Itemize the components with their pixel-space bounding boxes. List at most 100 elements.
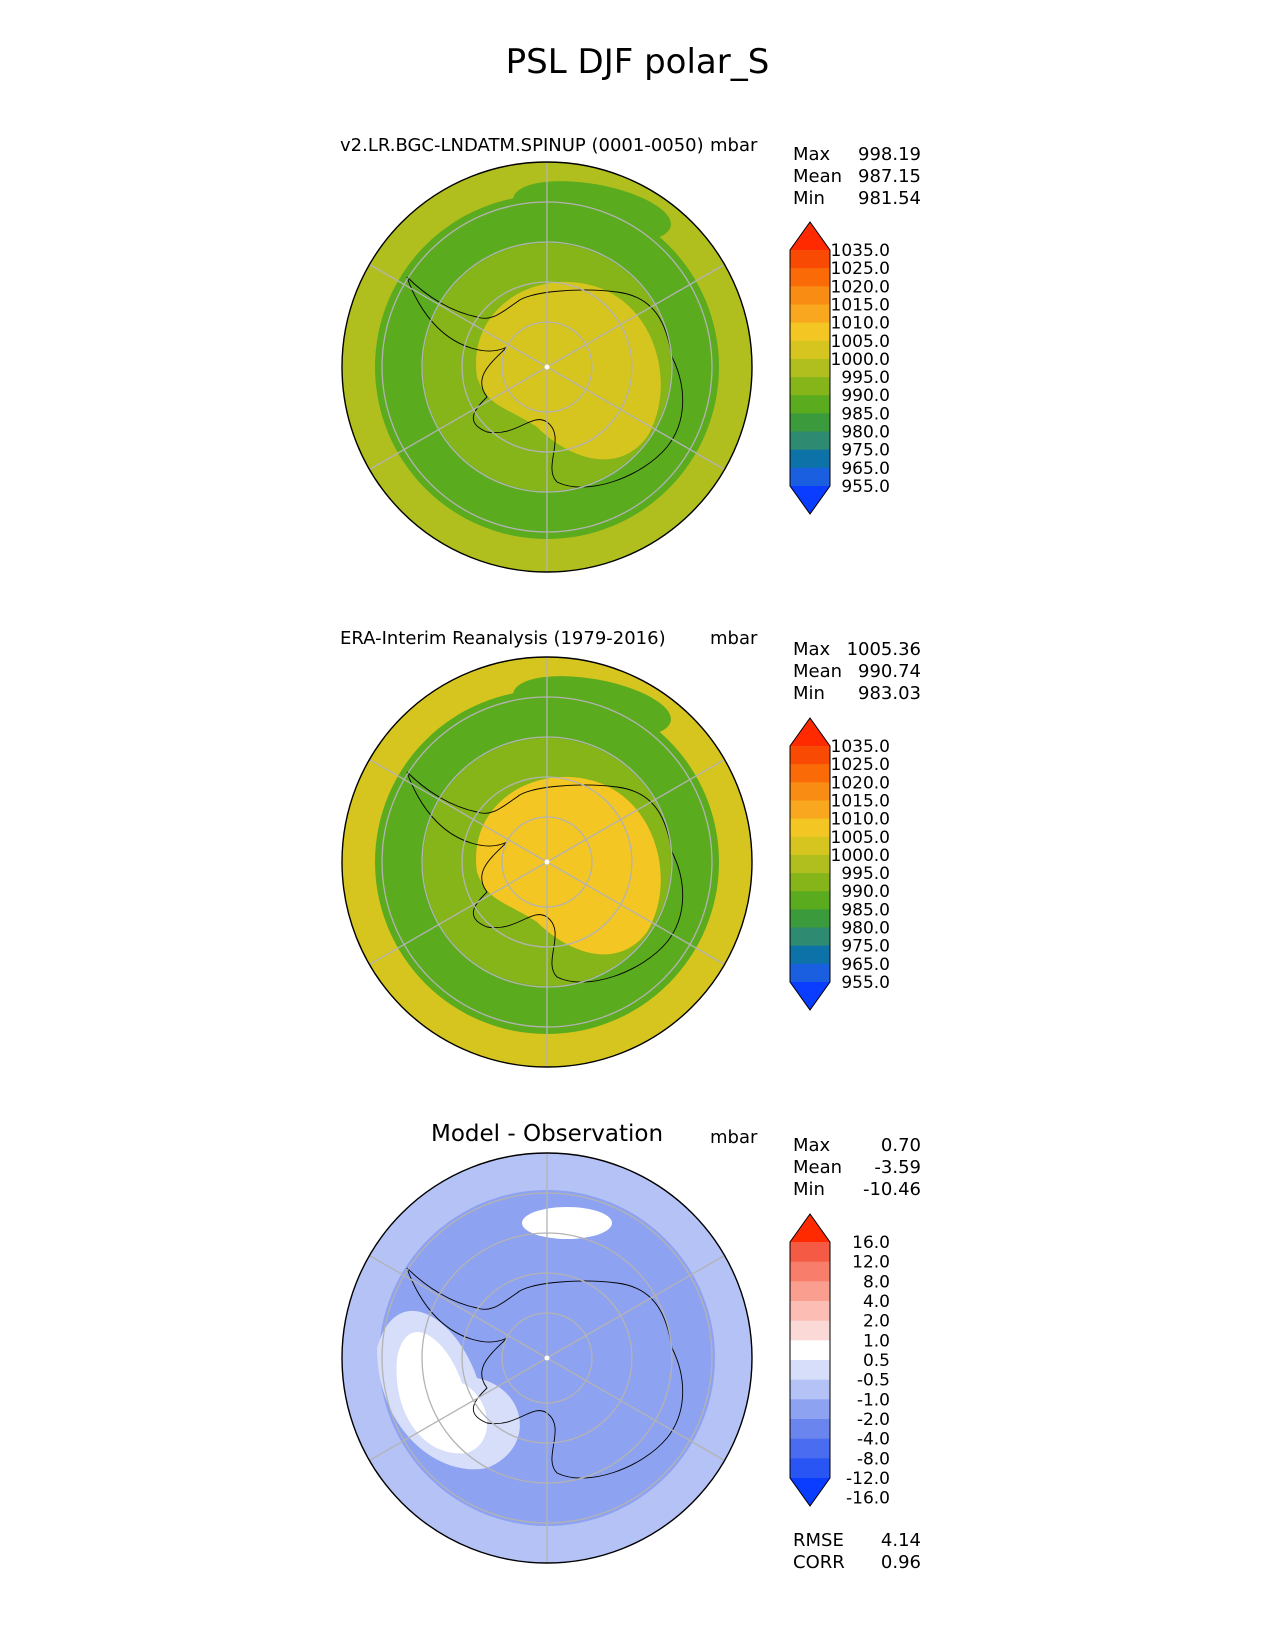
meridian-gridline bbox=[546, 263, 725, 368]
colorbar-segment bbox=[790, 927, 830, 947]
stat-label: Max bbox=[793, 1135, 831, 1156]
polar-map bbox=[341, 161, 753, 573]
field-continent-high bbox=[476, 776, 661, 955]
colorbar-segment bbox=[790, 909, 830, 929]
stat-value: 998.19 bbox=[858, 144, 921, 165]
colorbar-segment bbox=[790, 377, 830, 396]
colorbar-tick-label: 965.0 bbox=[841, 955, 890, 975]
colorbar-segment bbox=[790, 891, 830, 910]
colorbar-segment bbox=[790, 449, 830, 469]
stat-value: 987.15 bbox=[858, 166, 921, 187]
pole-marker bbox=[544, 364, 550, 370]
colorbar-segment bbox=[790, 1458, 830, 1479]
colorbar-tick-label: 1005.0 bbox=[831, 828, 890, 848]
colorbar-outline bbox=[789, 717, 831, 1011]
units-label: mbar bbox=[710, 135, 758, 156]
map-boundary bbox=[341, 656, 753, 1068]
colorbar-segment bbox=[790, 836, 830, 856]
colorbar-tick-label: 0.5 bbox=[863, 1351, 890, 1371]
colorbar-tick-label: 1015.0 bbox=[831, 295, 890, 315]
colorbar-extend-max bbox=[790, 222, 830, 250]
pole-marker bbox=[544, 859, 550, 865]
field-northern-low bbox=[513, 181, 671, 243]
polar-map bbox=[341, 656, 753, 1068]
colorbar-segment bbox=[790, 1281, 830, 1302]
field-northern-low bbox=[513, 676, 671, 738]
colorbar-segment bbox=[790, 764, 830, 783]
colorbar-tick-label: 990.0 bbox=[841, 882, 890, 902]
colorbar-segment bbox=[790, 286, 830, 305]
panel-title: ERA-Interim Reanalysis (1979-2016) bbox=[340, 628, 666, 649]
meridian-gridline bbox=[546, 366, 725, 471]
units-label: mbar bbox=[710, 628, 758, 649]
colorbar-tick-label: 975.0 bbox=[841, 441, 890, 461]
field-northern-high bbox=[522, 1207, 612, 1239]
stat-label: Max bbox=[793, 639, 831, 660]
panel-title: Model - Observation bbox=[431, 1121, 664, 1147]
colorbar-segment bbox=[790, 1438, 830, 1459]
colorbar-tick-label: 1035.0 bbox=[831, 241, 890, 261]
figure-title: PSL DJF polar_S bbox=[505, 42, 770, 82]
colorbar-tick-label: 12.0 bbox=[852, 1253, 890, 1273]
colorbar-segment bbox=[790, 340, 830, 360]
pole-marker bbox=[544, 1355, 550, 1361]
colorbar-segment bbox=[790, 358, 830, 378]
polar-map bbox=[341, 1152, 753, 1564]
stat-value: 0.96 bbox=[880, 1552, 921, 1573]
map-boundary bbox=[341, 161, 753, 573]
stat-label: Min bbox=[793, 188, 825, 209]
stat-value: 4.14 bbox=[880, 1530, 921, 1551]
colorbar-segment bbox=[790, 413, 830, 433]
field-continent-high bbox=[476, 281, 661, 460]
stat-label: Mean bbox=[793, 166, 843, 187]
colorbar-tick-label: 1025.0 bbox=[831, 259, 890, 279]
error-stats: RMSE 4.14 CORR 0.96 bbox=[793, 1530, 921, 1574]
colorbar-segment bbox=[790, 818, 830, 838]
colorbar-segment bbox=[790, 467, 830, 487]
colorbar-tick-label: 8.0 bbox=[863, 1272, 890, 1292]
colorbar-tick-label: 990.0 bbox=[841, 386, 890, 406]
colorbar-tick-label: 1.0 bbox=[863, 1331, 890, 1351]
colorbar-tick-label: -0.5 bbox=[857, 1371, 890, 1391]
stat-value: 0.70 bbox=[880, 1135, 921, 1156]
colorbar: 16.012.08.04.02.01.00.5-0.5-1.0-2.0-4.0-… bbox=[789, 1213, 890, 1508]
field-amundsen-high bbox=[396, 1332, 488, 1454]
colorbar-segment bbox=[790, 431, 830, 451]
colorbar-tick-label: -2.0 bbox=[857, 1410, 890, 1430]
stat-label: Min bbox=[793, 1179, 825, 1200]
stat-value: 983.03 bbox=[858, 683, 921, 704]
colorbar-segment bbox=[790, 322, 830, 342]
stats-box: Max 1005.36 Mean 990.74 Min 983.03 bbox=[793, 639, 921, 705]
colorbar-segment bbox=[790, 873, 830, 892]
colorbar-segment bbox=[790, 963, 830, 983]
colorbar-tick-label: 1000.0 bbox=[831, 350, 890, 370]
colorbar-tick-label: 2.0 bbox=[863, 1312, 890, 1332]
colorbar-tick-label: 955.0 bbox=[841, 477, 890, 497]
colorbar-tick-label: -12.0 bbox=[846, 1469, 890, 1489]
stat-value: -10.46 bbox=[862, 1179, 921, 1200]
colorbar-segment bbox=[790, 304, 830, 324]
meridian-gridline bbox=[369, 366, 548, 471]
stat-value: 1005.36 bbox=[846, 639, 921, 660]
panel-difference: Model - Observation mbar Max 0.70 Mean -3.… bbox=[0, 0, 1275, 1573]
colorbar: 1035.01025.01020.01015.01010.01005.01000… bbox=[789, 717, 890, 1011]
colorbar-tick-label: 16.0 bbox=[852, 1233, 890, 1253]
colorbar-segment bbox=[790, 1261, 830, 1282]
colorbar-segment bbox=[790, 800, 830, 820]
colorbar-tick-label: 1010.0 bbox=[831, 314, 890, 334]
colorbar-extend-max bbox=[790, 1214, 830, 1242]
colorbar-extend-min bbox=[790, 982, 830, 1010]
colorbar-tick-label: 995.0 bbox=[841, 864, 890, 884]
colorbar-segment bbox=[790, 1379, 830, 1400]
colorbar-tick-label: 1035.0 bbox=[831, 737, 890, 757]
meridian-gridline bbox=[546, 1254, 725, 1359]
meridian-gridline bbox=[369, 263, 548, 368]
colorbar-tick-label: -16.0 bbox=[846, 1489, 890, 1508]
colorbar-extend-max bbox=[790, 718, 830, 746]
colorbar-tick-label: -8.0 bbox=[857, 1449, 890, 1469]
colorbar-tick-label: 975.0 bbox=[841, 937, 890, 957]
stats-box: Max 0.70 Mean -3.59 Min -10.46 bbox=[793, 1135, 921, 1201]
colorbar-segment bbox=[790, 945, 830, 965]
stat-label: Max bbox=[793, 144, 831, 165]
colorbar-segment bbox=[790, 782, 830, 801]
